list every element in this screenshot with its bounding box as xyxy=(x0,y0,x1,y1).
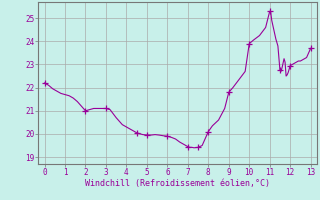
X-axis label: Windchill (Refroidissement éolien,°C): Windchill (Refroidissement éolien,°C) xyxy=(85,179,270,188)
